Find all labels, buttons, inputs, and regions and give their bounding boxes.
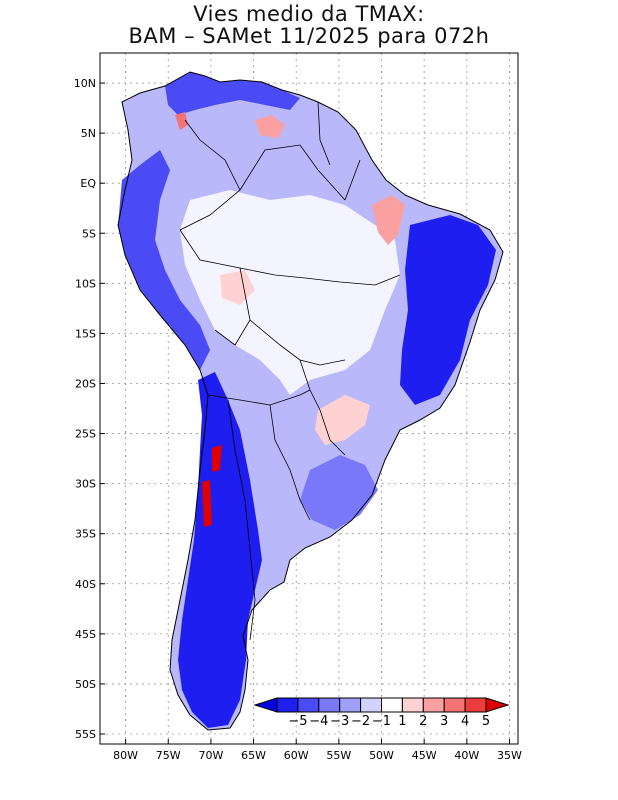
map-title-line-2: BAM – SAMet 11/2025 para 072h bbox=[128, 24, 490, 48]
colorbar-label: 5 bbox=[482, 714, 490, 729]
strong-negative-bias-northeast bbox=[400, 215, 496, 405]
lon-tick-label: 55W bbox=[326, 749, 351, 762]
lat-tick-label: 10N bbox=[74, 77, 96, 90]
map-field bbox=[117, 71, 504, 731]
colorbar-swatch bbox=[422, 697, 445, 713]
colorbar-label: −1 bbox=[372, 714, 391, 729]
lat-tick-label: 30S bbox=[75, 478, 96, 491]
colorbar-label: 4 bbox=[461, 714, 469, 729]
colorbar-swatch bbox=[339, 697, 362, 713]
lat-tick-label: 15S bbox=[75, 327, 96, 340]
lon-tick-label: 60W bbox=[284, 749, 309, 762]
colorbar-label: 3 bbox=[440, 714, 448, 729]
colorbar-swatch bbox=[381, 697, 403, 713]
lat-tick-label: EQ bbox=[80, 177, 96, 190]
colorbar-label: −5 bbox=[288, 714, 307, 729]
lat-tick-label: 55S bbox=[75, 728, 96, 741]
positive-bias-venezuela bbox=[255, 115, 285, 138]
lon-tick-label: 75W bbox=[156, 749, 181, 762]
lat-tick-label: 50S bbox=[75, 678, 96, 691]
longitude-labels: 80W 75W 70W 65W 60W 55W 50W 45W 40W 35W bbox=[113, 739, 522, 762]
lon-tick-label: 65W bbox=[241, 749, 266, 762]
lon-tick-label: 50W bbox=[369, 749, 394, 762]
colorbar-label: −3 bbox=[330, 714, 349, 729]
latitude-labels: 10N 5N EQ 5S 10S 15S 20S 25S 30S 35S 40S 45S 50S 55S bbox=[74, 77, 105, 741]
colorbar-swatch bbox=[297, 697, 320, 713]
colorbar-swatch bbox=[276, 697, 299, 713]
colorbar-over-triangle bbox=[485, 697, 510, 713]
lon-tick-label: 70W bbox=[198, 749, 223, 762]
colorbar-swatch bbox=[360, 697, 383, 713]
colorbar: −5 −4 −3 −2 −1 1 2 3 4 5 bbox=[253, 697, 510, 729]
colorbar-label: 2 bbox=[419, 714, 427, 729]
colorbar-swatch bbox=[318, 697, 341, 713]
lat-tick-label: 40S bbox=[75, 578, 96, 591]
country-borders bbox=[179, 101, 401, 641]
lon-tick-label: 45W bbox=[412, 749, 437, 762]
colorbar-label: 1 bbox=[398, 714, 406, 729]
map-frame bbox=[99, 52, 519, 745]
positive-bias-andes-strip-2 bbox=[202, 480, 212, 527]
positive-bias-bolivia bbox=[220, 270, 255, 305]
positive-bias-paraguay bbox=[315, 395, 370, 445]
colorbar-label: −4 bbox=[309, 714, 328, 729]
lat-tick-label: 5S bbox=[82, 227, 96, 240]
lon-tick-label: 35W bbox=[497, 749, 522, 762]
negative-bias-west-coast bbox=[118, 150, 210, 370]
positive-bias-andes-strip bbox=[212, 445, 222, 472]
positive-bias-colombia bbox=[175, 112, 188, 130]
near-zero-bias-region bbox=[180, 190, 400, 395]
continent-outline bbox=[117, 71, 504, 731]
colorbar-swatch bbox=[401, 697, 424, 713]
lat-tick-label: 45S bbox=[75, 628, 96, 641]
lat-tick-label: 25S bbox=[75, 428, 96, 441]
colorbar-swatch bbox=[464, 697, 487, 713]
lat-tick-label: 5N bbox=[81, 127, 96, 140]
lat-tick-label: 35S bbox=[75, 528, 96, 541]
lat-tick-label: 10S bbox=[75, 277, 96, 290]
colorbar-swatch bbox=[443, 697, 466, 713]
colorbar-label: −2 bbox=[351, 714, 370, 729]
positive-bias-amapa bbox=[372, 195, 405, 245]
lat-tick-label: 20S bbox=[75, 377, 96, 390]
negative-bias-north-coast bbox=[165, 72, 300, 115]
map-title-line-1: Vies medio da TMAX: bbox=[193, 2, 425, 26]
lon-tick-label: 40W bbox=[454, 749, 479, 762]
lon-tick-label: 80W bbox=[113, 749, 138, 762]
strong-negative-bias-andes bbox=[178, 372, 262, 728]
